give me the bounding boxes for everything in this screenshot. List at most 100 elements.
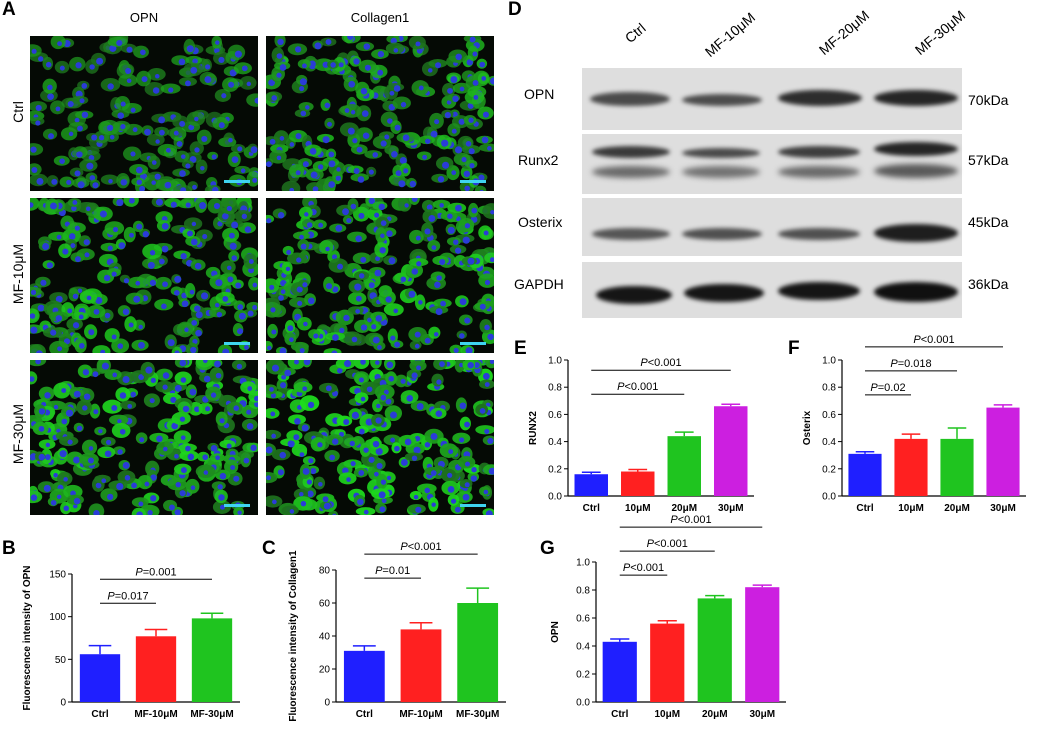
p-value-label: P<0.001 <box>640 357 681 369</box>
x-tick-label: Ctrl <box>356 709 373 720</box>
y-tick-label: 50 <box>55 655 67 666</box>
bar <box>697 598 732 702</box>
x-tick-label: 30μM <box>990 503 1016 514</box>
y-tick-label: 0.8 <box>576 586 590 597</box>
band <box>874 142 958 156</box>
scale-bar <box>460 180 486 183</box>
micrograph-collagen1-mf10 <box>266 198 494 353</box>
y-tick-label: 0.4 <box>822 437 836 448</box>
bar <box>650 623 685 702</box>
p-value-label: P=0.02 <box>870 382 905 394</box>
blot-label-osterix: Osterix <box>518 214 563 230</box>
y-tick-label: 0.8 <box>822 383 836 394</box>
x-tick-label: Ctrl <box>611 709 628 720</box>
x-tick-label: 30μM <box>749 709 775 720</box>
p-value-label: P=0.018 <box>890 358 931 370</box>
bar <box>457 603 499 702</box>
y-tick-label: 60 <box>319 599 331 610</box>
panel-letter-b: B <box>2 538 16 559</box>
kda-label-opn: 70kDa <box>968 92 1009 108</box>
x-tick-label: MF-10μM <box>134 709 177 720</box>
micrograph-texture <box>30 36 258 191</box>
band <box>590 92 670 106</box>
blot-label-opn: OPN <box>524 86 555 102</box>
panel-letter-e: E <box>514 338 527 359</box>
bar <box>400 629 442 702</box>
band <box>682 228 762 240</box>
y-tick-label: 20 <box>319 665 331 676</box>
x-tick-label: 10μM <box>654 709 680 720</box>
band <box>592 166 670 178</box>
band <box>684 284 764 302</box>
bar <box>79 654 121 702</box>
band <box>592 228 670 240</box>
micrograph-collagen1-mf30 <box>266 360 494 515</box>
y-axis-label: Fluorescence intensity of OPN <box>22 565 33 710</box>
bar <box>574 474 608 496</box>
bar <box>135 636 177 702</box>
micrograph-texture <box>266 36 494 191</box>
kda-label-osterix: 45kDa <box>968 214 1009 230</box>
bar <box>191 618 233 702</box>
p-value-label: P=0.001 <box>135 566 176 578</box>
y-tick-label: 0.2 <box>576 670 590 681</box>
bar <box>940 438 974 496</box>
y-tick-label: 0.4 <box>576 642 590 653</box>
p-value-label: P<0.001 <box>400 541 441 553</box>
y-tick-label: 0.8 <box>548 383 562 394</box>
blot-strip-osterix <box>582 198 962 256</box>
y-tick-label: 0.6 <box>822 410 836 421</box>
x-tick-label: 20μM <box>671 503 697 514</box>
y-tick-label: 0.2 <box>548 464 562 475</box>
scale-bar <box>460 504 486 507</box>
x-tick-label: 10μM <box>898 503 924 514</box>
micrograph-opn-ctrl <box>30 36 258 191</box>
bar <box>894 438 928 496</box>
x-tick-label: Ctrl <box>856 503 873 514</box>
micrograph-texture <box>30 198 258 353</box>
scale-bar <box>224 504 250 507</box>
x-tick-label: MF-30μM <box>456 709 499 720</box>
p-value-label: P=0.017 <box>107 590 148 602</box>
blot-strip-runx2 <box>582 134 962 194</box>
panel-letter-c: C <box>262 538 276 559</box>
bar <box>714 406 748 496</box>
x-tick-label: MF-10μM <box>399 709 442 720</box>
scale-bar <box>460 342 486 345</box>
bar <box>621 471 655 496</box>
y-tick-label: 1.0 <box>548 356 562 367</box>
bar <box>343 650 385 702</box>
micrograph-texture <box>266 360 494 515</box>
micrograph-opn-mf10 <box>30 198 258 353</box>
panel-letter-d: D <box>508 0 522 20</box>
scale-bar <box>224 342 250 345</box>
p-value-label: P=0.01 <box>375 565 410 577</box>
y-axis-label: RUNX2 <box>528 411 539 445</box>
y-tick-label: 100 <box>49 612 66 623</box>
blot-strip-opn <box>582 68 962 130</box>
kda-label-runx2: 57kDa <box>968 152 1009 168</box>
x-tick-label: Ctrl <box>583 503 600 514</box>
y-tick-label: 0 <box>60 698 66 709</box>
band <box>778 228 860 240</box>
p-value-label: P<0.001 <box>623 562 664 574</box>
y-tick-label: 0.0 <box>548 492 562 503</box>
panel-letter-g: G <box>540 538 555 559</box>
micrograph-opn-mf30 <box>30 360 258 515</box>
band <box>778 282 860 300</box>
y-axis-label: Osterix <box>802 410 813 445</box>
x-tick-label: 20μM <box>702 709 728 720</box>
bar <box>986 407 1020 496</box>
y-tick-label: 0.2 <box>822 464 836 475</box>
band <box>874 282 958 302</box>
y-tick-label: 150 <box>49 570 66 581</box>
x-tick-label: 30μM <box>718 503 744 514</box>
blot-label-runx2: Runx2 <box>518 152 559 168</box>
y-tick-label: 1.0 <box>576 558 590 569</box>
y-tick-label: 0.6 <box>576 614 590 625</box>
column-label-collagen1: Collagen1 <box>350 10 410 25</box>
y-tick-label: 0.0 <box>822 492 836 503</box>
kda-label-gapdh: 36kDa <box>968 276 1009 292</box>
p-value-label: P<0.001 <box>670 514 711 526</box>
bar <box>848 453 882 496</box>
